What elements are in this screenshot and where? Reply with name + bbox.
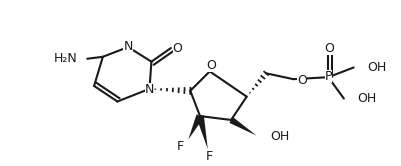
Text: OH: OH [356,92,376,105]
Text: O: O [324,42,333,55]
Polygon shape [196,115,207,149]
Text: F: F [206,150,213,163]
Text: F: F [176,140,184,153]
Text: N: N [123,40,132,53]
Text: N: N [144,83,154,96]
Text: O: O [172,42,182,55]
Text: H₂N: H₂N [54,52,77,65]
Text: O: O [296,74,306,87]
Text: P: P [324,70,331,83]
Text: OH: OH [269,130,289,143]
Text: O: O [205,59,215,72]
Polygon shape [188,114,203,139]
Text: OH: OH [366,61,385,74]
Polygon shape [229,117,256,135]
